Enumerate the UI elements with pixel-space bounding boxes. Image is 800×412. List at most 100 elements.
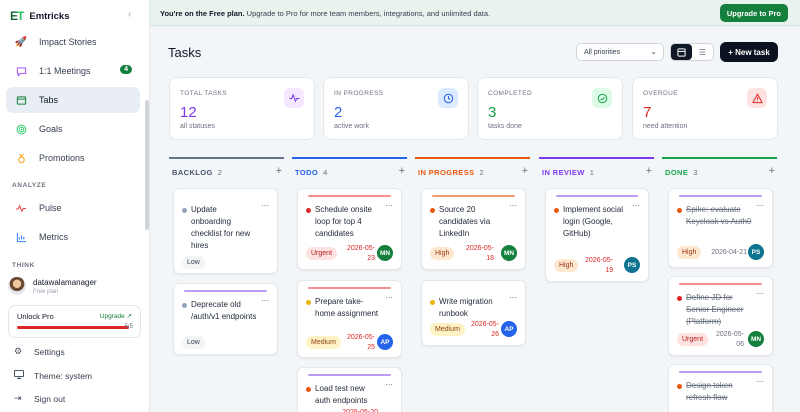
settings-link[interactable]: ⚙ Settings xyxy=(14,346,65,357)
card-accent-line xyxy=(679,371,762,373)
column-title: TODO 4 xyxy=(295,168,328,177)
assignee-avatar[interactable]: PS xyxy=(748,244,764,260)
usage-count: 5/5 xyxy=(124,324,133,330)
due-date: 2026-04-21 xyxy=(711,249,747,256)
check-circle-icon xyxy=(592,88,612,108)
task-card[interactable]: Prepare take-home assignment ⋯ Medium 20… xyxy=(297,280,402,358)
theme-toggle[interactable]: Theme: system xyxy=(14,370,92,381)
card-accent-line xyxy=(679,195,762,197)
stat-card-overdue: OVERDUE 7 need attention xyxy=(632,77,778,140)
stat-label: COMPLETED xyxy=(488,90,533,97)
user-name: datawalamanager xyxy=(33,277,97,287)
more-options-icon[interactable]: ⋯ xyxy=(385,201,393,210)
column-count: 2 xyxy=(217,168,223,177)
meetings-count-badge: 4 xyxy=(120,65,132,74)
sidebar-item-label: Pulse xyxy=(39,203,62,213)
assignee-avatar[interactable]: PS xyxy=(624,257,640,273)
task-card[interactable]: Update onboarding checklist for new hire… xyxy=(173,188,278,274)
due-date: 2026-05-18 xyxy=(465,245,494,262)
task-title: Define JD for Senior Engineer (Platform) xyxy=(686,293,744,326)
priority-badge: Low xyxy=(182,336,205,349)
upgrade-link[interactable]: Upgrade ↗ xyxy=(99,313,132,320)
more-options-icon[interactable]: ⋯ xyxy=(261,296,269,305)
assignee-avatar[interactable]: MN xyxy=(501,245,517,261)
task-card[interactable]: Schedule onsite loop for top 4 candidate… xyxy=(297,188,402,270)
add-task-icon[interactable]: + xyxy=(398,165,405,177)
task-title: Spike: evaluate Keycloak vs Auth0 xyxy=(686,205,752,226)
task-card[interactable]: Define JD for Senior Engineer (Platform)… xyxy=(668,276,773,356)
task-card[interactable]: Source 20 candidates via LinkedIn ⋯ High… xyxy=(421,188,526,270)
list-view-icon[interactable]: ☰ xyxy=(698,47,707,57)
sidebar-item-label: Goals xyxy=(39,124,63,134)
priority-badge: High xyxy=(554,259,579,272)
more-options-icon[interactable]: ⋯ xyxy=(509,293,517,302)
more-options-icon[interactable]: ⋯ xyxy=(756,201,764,210)
sidebar-scrollbar[interactable] xyxy=(145,100,149,230)
more-options-icon[interactable]: ⋯ xyxy=(756,377,764,386)
column-name: BACKLOG xyxy=(172,168,213,177)
task-card[interactable]: Design token refresh flow ⋯ xyxy=(668,364,773,412)
target-icon xyxy=(14,122,28,136)
stat-subtitle: all statuses xyxy=(180,123,216,130)
new-task-button[interactable]: + New task xyxy=(720,42,778,62)
assignee-avatar[interactable]: MN xyxy=(377,245,393,261)
column-count: 1 xyxy=(589,168,595,177)
sidebar-item-metrics[interactable]: Metrics xyxy=(6,224,140,250)
stat-subtitle: active work xyxy=(334,123,370,130)
add-task-icon[interactable]: + xyxy=(768,165,775,177)
priority-badge: High xyxy=(677,246,702,259)
due-date: 2026-05-06 xyxy=(715,331,744,348)
task-card[interactable]: Load test new auth endpoints ⋯ 2026-05-2… xyxy=(297,367,402,412)
sidebar-item-goals[interactable]: Goals xyxy=(6,116,140,142)
card-accent-line xyxy=(679,283,762,285)
priority-filter-select[interactable]: All priorities ⌄ xyxy=(576,43,664,61)
think-section-label: THINK xyxy=(12,262,35,269)
sign-out-link[interactable]: ⇥ Sign out xyxy=(14,393,65,404)
assignee-avatar[interactable]: AP xyxy=(377,334,393,350)
more-options-icon[interactable]: ⋯ xyxy=(385,293,393,302)
task-card[interactable]: Deprecate old /auth/v1 endpoints ⋯ Low xyxy=(173,283,278,355)
warning-icon xyxy=(747,88,767,108)
task-card[interactable]: Spike: evaluate Keycloak vs Auth0 ⋯ High… xyxy=(668,188,773,268)
assignee-avatar[interactable]: MN xyxy=(748,331,764,347)
collapse-sidebar-icon[interactable]: ‹ xyxy=(128,9,132,20)
page-title: Tasks xyxy=(168,45,202,60)
more-options-icon[interactable]: ⋯ xyxy=(261,201,269,210)
more-options-icon[interactable]: ⋯ xyxy=(756,289,764,298)
sidebar-item-pulse[interactable]: Pulse xyxy=(6,195,140,221)
task-title: Write migration runbook xyxy=(439,297,493,318)
more-options-icon[interactable]: ⋯ xyxy=(632,201,640,210)
column-name: IN REVIEW xyxy=(542,168,585,177)
user-card[interactable]: datawalamanager Free plan xyxy=(8,272,142,300)
add-task-icon[interactable]: + xyxy=(645,165,652,177)
stat-value: 12 xyxy=(180,104,197,121)
more-options-icon[interactable]: ⋯ xyxy=(509,201,517,210)
add-task-icon[interactable]: + xyxy=(521,165,528,177)
board-view-icon[interactable] xyxy=(671,44,692,60)
stat-label: TOTAL TASKS xyxy=(180,90,228,97)
sidebar-item-tabs[interactable]: Tabs xyxy=(6,87,140,113)
assignee-avatar[interactable]: AP xyxy=(501,321,517,337)
status-dot xyxy=(677,384,682,389)
column-done: DONE 3 + xyxy=(662,157,777,181)
task-card[interactable]: Implement social login (Google, GitHub) … xyxy=(545,188,649,282)
priority-badge: Urgent xyxy=(306,247,338,260)
priority-badge: Medium xyxy=(306,336,341,349)
status-dot xyxy=(182,208,187,213)
stat-value: 3 xyxy=(488,104,497,121)
column-title: IN PROGRESS 2 xyxy=(418,168,484,177)
sidebar-item-meetings[interactable]: 1:1 Meetings 4 xyxy=(6,58,140,84)
sidebar-item-impact-stories[interactable]: 🚀 Impact Stories xyxy=(6,29,140,55)
status-dot xyxy=(554,208,559,213)
sidebar-item-promotions[interactable]: Promotions xyxy=(6,145,140,171)
more-options-icon[interactable]: ⋯ xyxy=(385,380,393,389)
monitor-icon xyxy=(14,370,24,381)
task-card[interactable]: Write migration runbook ⋯ Medium 2026-05… xyxy=(421,280,526,346)
column-title: BACKLOG 2 xyxy=(172,168,222,177)
status-dot xyxy=(306,300,311,305)
task-title: Source 20 candidates via LinkedIn xyxy=(439,205,491,238)
brand[interactable]: ET Emtricks xyxy=(10,8,70,24)
chevron-down-icon: ⌄ xyxy=(650,47,657,56)
upgrade-to-pro-button[interactable]: Upgrade to Pro xyxy=(719,4,788,22)
add-task-icon[interactable]: + xyxy=(275,165,282,177)
